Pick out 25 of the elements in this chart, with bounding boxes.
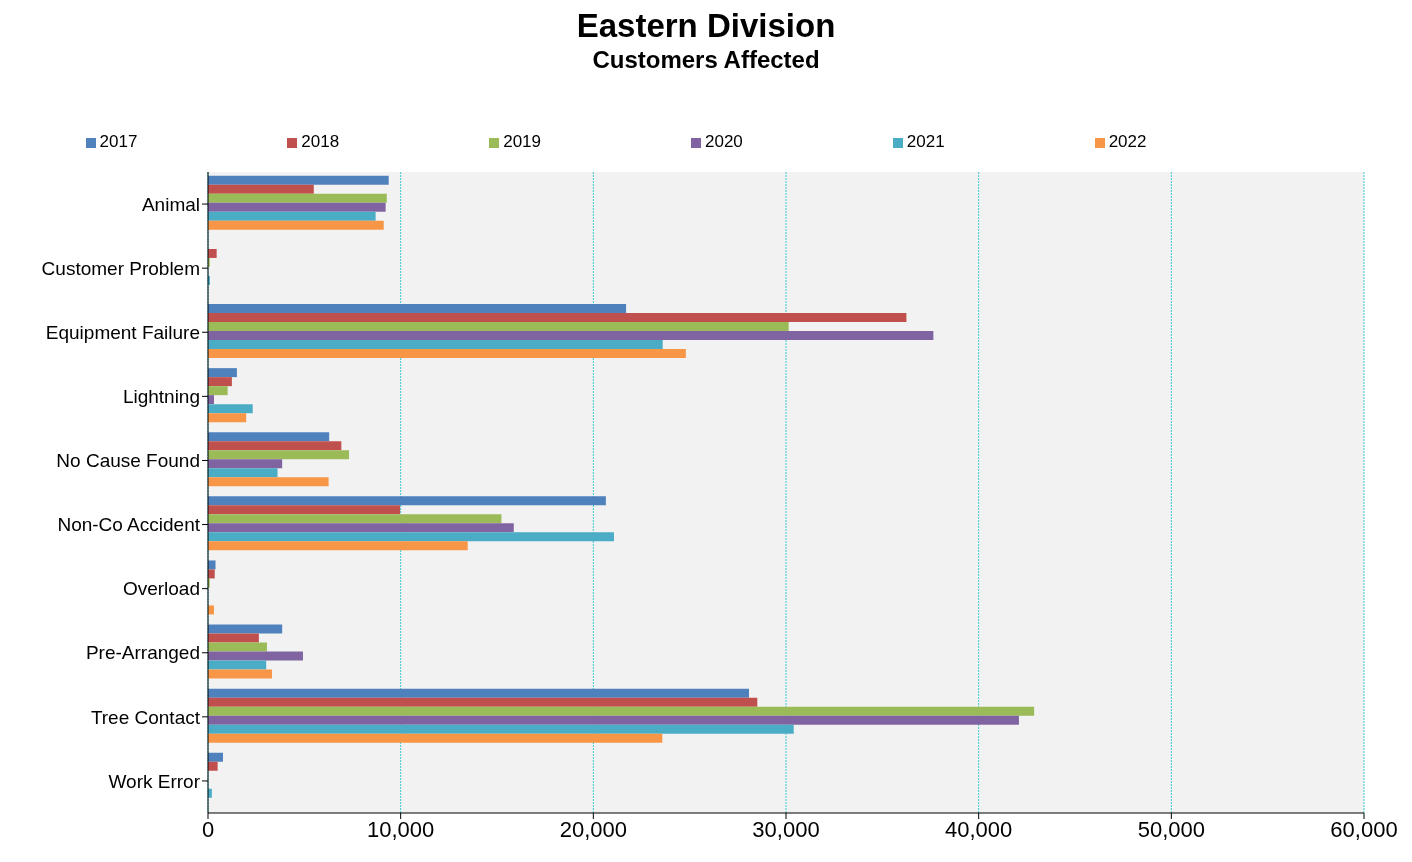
y-tick-label: Overload bbox=[122, 578, 200, 600]
y-tick-label: Work Error bbox=[108, 770, 201, 792]
y-tick-label: No Cause Found bbox=[56, 450, 200, 472]
x-tick-label: 30,000 bbox=[752, 816, 820, 842]
legend-label: 2021 bbox=[906, 132, 945, 151]
y-tick-label: Non-Co Accident bbox=[57, 514, 201, 536]
x-tick-label: 20,000 bbox=[559, 816, 627, 842]
legend-label: 2018 bbox=[301, 132, 340, 151]
x-tick-label: 10,000 bbox=[367, 816, 435, 842]
chart-subtitle: Customers Affected bbox=[591, 45, 821, 75]
y-tick-label: Animal bbox=[141, 193, 200, 215]
legend-label: 2022 bbox=[1108, 132, 1147, 151]
legend-label: 2019 bbox=[503, 132, 541, 151]
y-tick-label: Tree Contact bbox=[90, 706, 201, 728]
x-tick-label: 60,000 bbox=[1330, 816, 1398, 842]
x-tick-label: 0 bbox=[201, 816, 215, 842]
y-tick-label: Equipment Failure bbox=[45, 321, 200, 343]
y-tick-label: Pre-Arranged bbox=[85, 642, 200, 664]
chart-title: Eastern Division bbox=[575, 7, 837, 44]
y-tick-label: Lightning bbox=[122, 386, 200, 408]
y-tick-label: Customer Problem bbox=[41, 257, 200, 279]
legend-label: 2017 bbox=[99, 132, 138, 151]
x-tick-label: 50,000 bbox=[1137, 816, 1205, 842]
x-tick-label: 40,000 bbox=[945, 816, 1013, 842]
legend-label: 2020 bbox=[705, 132, 743, 151]
